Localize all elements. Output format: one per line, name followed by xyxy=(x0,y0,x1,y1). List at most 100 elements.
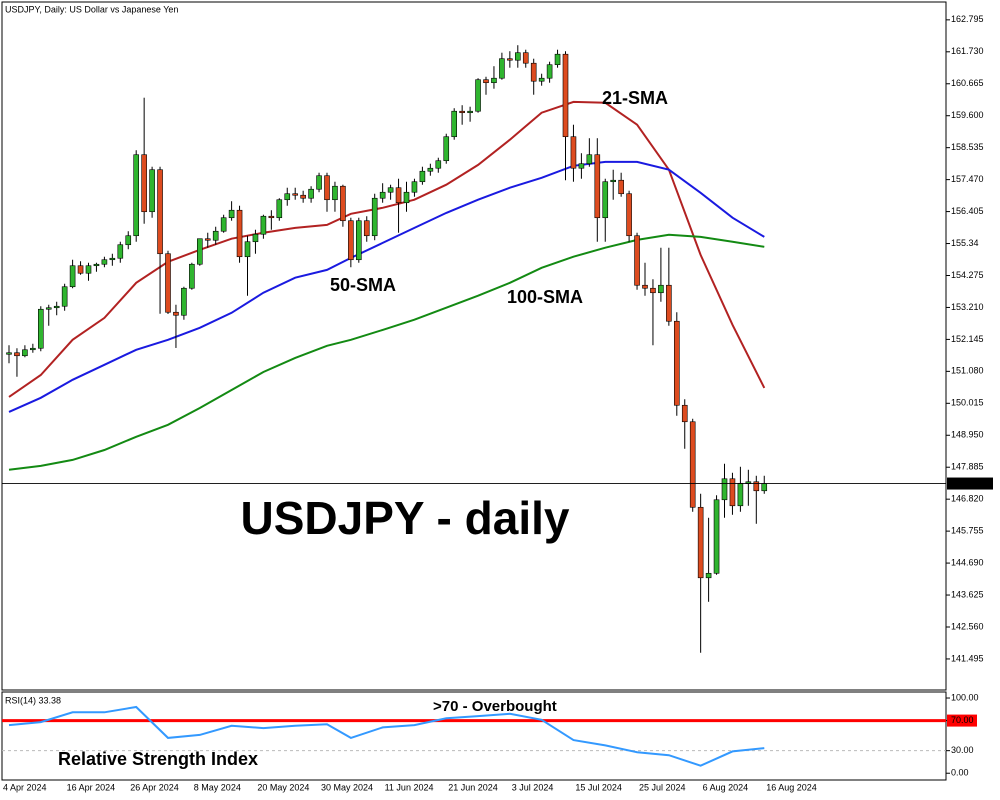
candle-body xyxy=(300,194,306,199)
price-pane xyxy=(1,1,947,691)
candle-body xyxy=(379,191,386,199)
candle-body xyxy=(475,79,481,112)
candle-body xyxy=(204,238,211,241)
y-tick-label: 30.00 xyxy=(951,745,974,755)
rsi-subtitle: Relative Strength Index xyxy=(58,749,258,769)
candle-body xyxy=(332,185,338,201)
candle-body xyxy=(459,110,465,114)
candle-body xyxy=(753,481,760,492)
candle-body xyxy=(69,265,76,288)
candle-body xyxy=(737,482,744,507)
candle-body xyxy=(602,181,609,219)
y-tick-label: 141.495 xyxy=(951,653,984,663)
last-price-box xyxy=(947,477,993,490)
candle-body xyxy=(681,404,688,423)
x-tick-label: 11 Jun 2024 xyxy=(385,782,434,792)
candle-body xyxy=(244,241,251,258)
candle-body xyxy=(705,572,712,579)
candle-body xyxy=(562,53,569,138)
candle-body xyxy=(483,79,489,84)
candle-body xyxy=(189,263,195,289)
y-tick-label: 145.755 xyxy=(951,526,984,536)
candle-body xyxy=(729,478,736,507)
candle-body xyxy=(125,235,132,246)
candle-body xyxy=(371,197,378,237)
candle-body xyxy=(491,77,497,84)
y-tick-label: 157.470 xyxy=(951,174,984,184)
x-tick-label: 21 Jun 2024 xyxy=(448,782,498,792)
candle-body xyxy=(761,483,768,492)
candle-body xyxy=(276,199,283,219)
candle-body xyxy=(220,217,227,232)
y-tick-label: 142.560 xyxy=(951,621,984,631)
candle-body xyxy=(117,244,124,259)
candle-body xyxy=(260,215,267,235)
candle-body xyxy=(514,52,521,61)
candle-body xyxy=(141,154,147,213)
candle-body xyxy=(165,253,171,313)
overbought-label: >70 - Overbought xyxy=(433,698,557,715)
candle-body xyxy=(745,481,752,484)
candle-body xyxy=(61,286,68,307)
y-tick-label: 150.015 xyxy=(951,398,984,408)
y-tick-label: 161.730 xyxy=(951,46,984,56)
x-tick-label: 20 May 2024 xyxy=(257,782,309,792)
y-tick-label: 158.535 xyxy=(951,142,984,152)
y-tick-label: 143.625 xyxy=(951,589,984,599)
y-tick-label: 154.275 xyxy=(951,270,984,280)
candle-body xyxy=(530,62,537,82)
candle-body xyxy=(101,259,108,265)
candle-body xyxy=(713,499,720,574)
x-tick-label: 30 May 2024 xyxy=(321,782,373,792)
candle-body xyxy=(499,58,505,79)
x-tick-label: 3 Jul 2024 xyxy=(512,782,554,792)
candle-body xyxy=(85,265,92,274)
candle-body xyxy=(292,193,299,196)
x-tick-label: 26 Apr 2024 xyxy=(130,782,179,792)
sma-label: 100-SMA xyxy=(507,287,583,307)
candle-body xyxy=(697,506,704,579)
candle-body xyxy=(618,179,624,195)
candle-body xyxy=(427,167,434,172)
y-tick-label: 155.34 xyxy=(951,238,979,248)
candle-body xyxy=(212,230,219,241)
candle-body xyxy=(355,220,362,261)
candle-body xyxy=(22,349,28,357)
candle-body xyxy=(228,209,235,219)
y-tick-label: 100.00 xyxy=(951,692,979,702)
candle-body xyxy=(363,220,370,237)
candle-body xyxy=(666,284,672,322)
x-tick-label: 16 Aug 2024 xyxy=(766,782,817,792)
x-tick-label: 16 Apr 2024 xyxy=(67,782,116,792)
y-tick-label: 146.820 xyxy=(951,494,984,504)
y-tick-label: 153.210 xyxy=(951,302,984,312)
sma-label: 50-SMA xyxy=(330,275,396,295)
level-box xyxy=(947,714,977,727)
candle-body xyxy=(467,110,473,114)
last-price-label: 147.341 xyxy=(951,478,984,488)
y-tick-label: 70.00 xyxy=(951,715,974,725)
candle-body xyxy=(554,53,561,66)
candle-body xyxy=(252,233,259,243)
candle-body xyxy=(324,175,330,201)
candle-body xyxy=(570,136,577,169)
x-tick-label: 4 Apr 2024 xyxy=(3,782,47,792)
y-tick-label: 151.080 xyxy=(951,366,984,376)
candle-body xyxy=(308,188,314,199)
candle-body xyxy=(594,154,601,219)
candle-body xyxy=(236,209,243,258)
sma-label: 21-SMA xyxy=(602,88,668,108)
y-tick-label: 160.665 xyxy=(951,78,984,88)
candle-body xyxy=(443,136,450,162)
candle-body xyxy=(626,193,632,237)
candle-body xyxy=(387,187,394,193)
x-tick-label: 25 Jul 2024 xyxy=(639,782,686,792)
candle-body xyxy=(642,284,648,289)
candle-body xyxy=(93,263,100,267)
candle-body xyxy=(268,215,275,219)
y-tick-label: 156.405 xyxy=(951,206,984,216)
candle-body xyxy=(340,185,346,222)
rsi-pane xyxy=(1,691,947,781)
y-tick-label: 148.950 xyxy=(951,430,984,440)
